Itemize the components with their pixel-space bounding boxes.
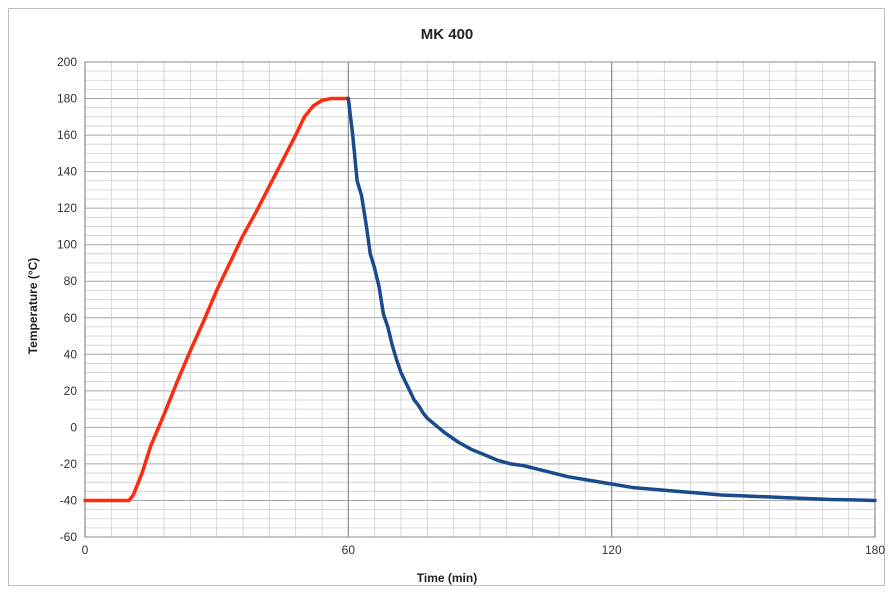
- y-tick-label: 80: [64, 274, 78, 288]
- y-tick-label: 0: [70, 420, 77, 434]
- tick-labels: -60 -40 -20 0 20 40 60 80 100 120 140 160 180 200 0 60 1…: [57, 55, 885, 557]
- y-tick-label: -60: [60, 530, 78, 544]
- chart-title: MK 400: [421, 26, 474, 43]
- y-tick-label: -20: [60, 457, 78, 471]
- y-tick-label: -40: [60, 493, 78, 507]
- y-tick-label: 200: [57, 55, 77, 69]
- plot-area-border: [84, 61, 876, 538]
- x-tick-label: 0: [82, 543, 89, 557]
- y-tick-label: 60: [64, 311, 78, 325]
- y-tick-label: 160: [57, 128, 77, 142]
- chart-frame: -60 -40 -20 0 20 40 60 80 100 120 140 160 180 200 0 60 1…: [8, 8, 885, 586]
- y-tick-label: 120: [57, 201, 77, 215]
- heating-series-line: [83, 96, 351, 503]
- x-axis-label: Time (min): [417, 571, 477, 585]
- x-tick-label: 180: [865, 543, 885, 557]
- series-layer: [83, 96, 877, 503]
- y-axis-label: Temperature (°C): [26, 258, 40, 355]
- temperature-chart: -60 -40 -20 0 20 40 60 80 100 120 140 160 180 200 0 60 1…: [26, 26, 885, 585]
- y-tick-label: 140: [57, 165, 77, 179]
- y-tick-label: 20: [64, 384, 78, 398]
- cooling-series-line: [346, 96, 877, 503]
- y-tick-label: 100: [57, 238, 77, 252]
- x-tick-label: 120: [602, 543, 622, 557]
- x-tick-label: 60: [342, 543, 356, 557]
- grid: [84, 61, 876, 538]
- y-tick-label: 40: [64, 347, 78, 361]
- y-tick-label: 180: [57, 92, 77, 106]
